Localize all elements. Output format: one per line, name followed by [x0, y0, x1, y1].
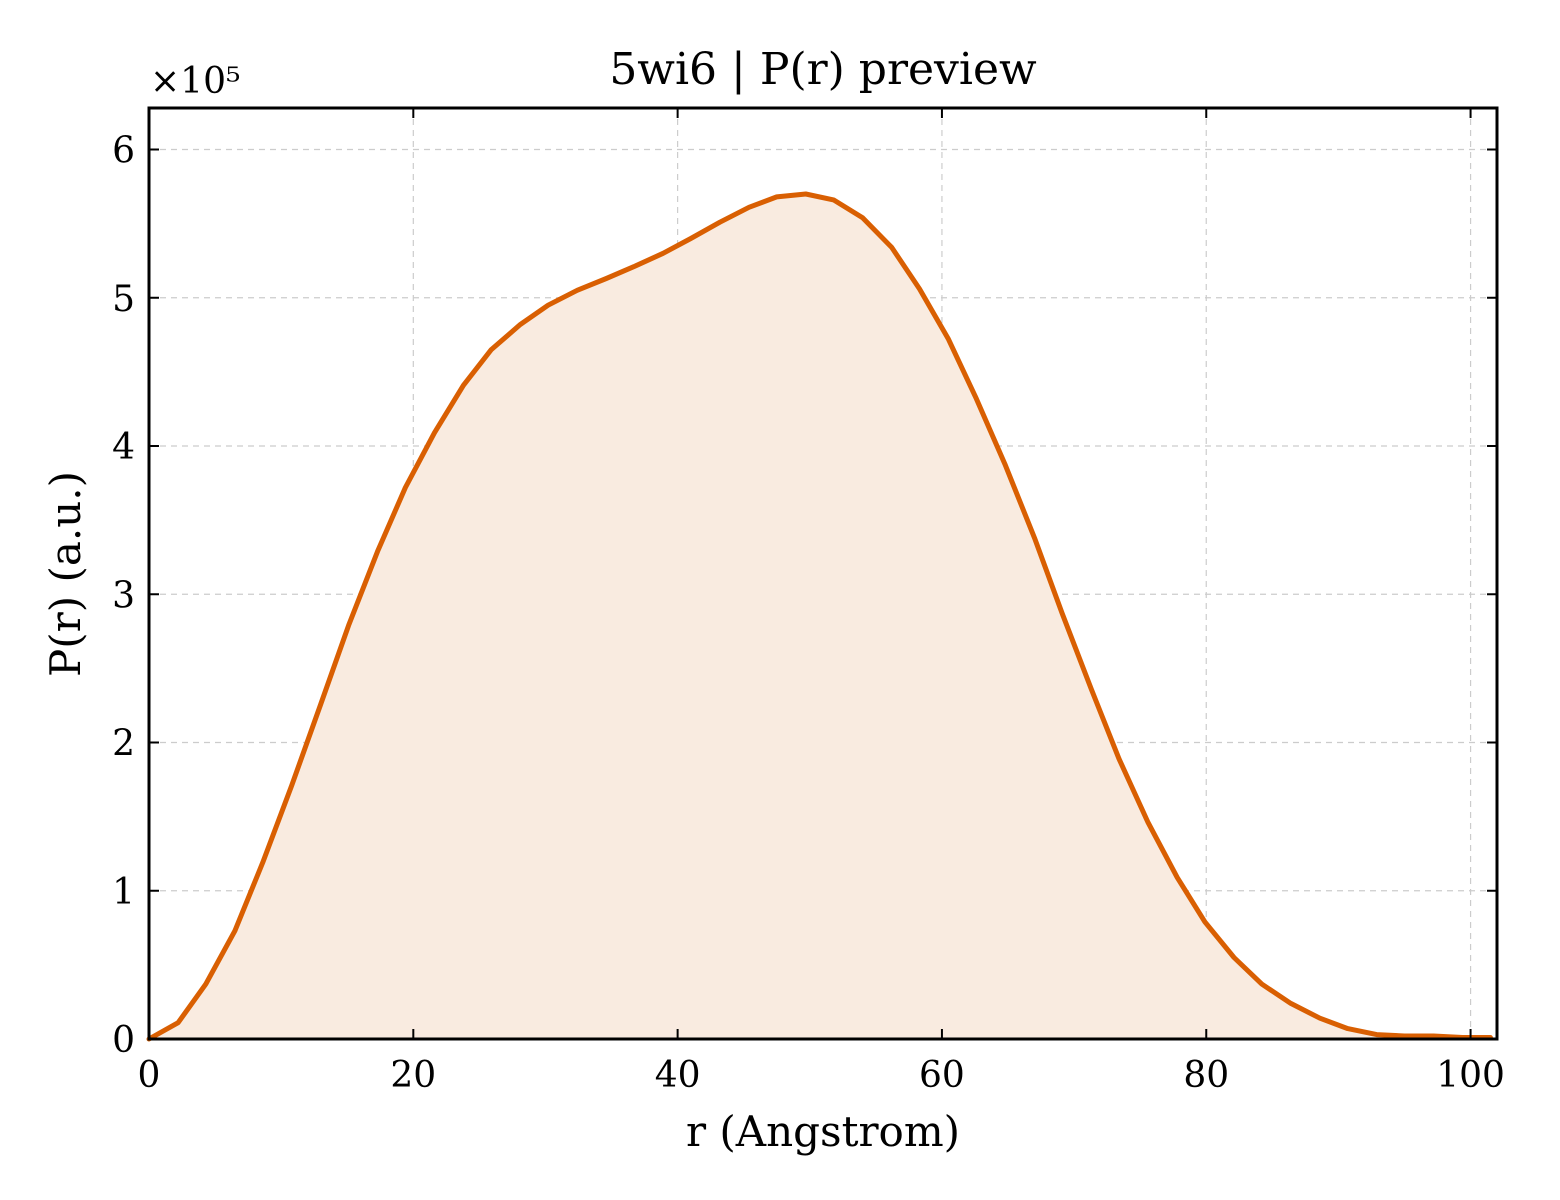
chart-title: 5wi6 | P(r) preview	[609, 44, 1037, 95]
x-tick-label: 40	[655, 1055, 701, 1096]
x-tick-label: 0	[138, 1055, 161, 1096]
x-axis-label: r (Angstrom)	[686, 1107, 960, 1156]
plot-frame	[147, 106, 1499, 1041]
y-tick-label: 6	[112, 131, 135, 172]
y-tick-label: 4	[112, 427, 135, 468]
y-axis-label: P(r) (a.u.)	[41, 471, 90, 677]
y-tick-label: 3	[112, 575, 135, 616]
x-tick-label: 60	[919, 1055, 965, 1096]
y-offset-label: ×10⁵	[150, 61, 240, 102]
series-line	[146, 191, 1493, 1042]
y-tick-label: 1	[112, 872, 135, 913]
y-tick-label: 2	[112, 724, 135, 765]
ticks: 0 20 40 60 80 100 0 1 2 3 4 5 6	[112, 108, 1505, 1096]
y-tick-label: 5	[112, 279, 135, 320]
x-tick-label: 100	[1436, 1055, 1505, 1096]
x-tick-label: 80	[1183, 1055, 1229, 1096]
y-tick-label: 0	[112, 1020, 135, 1061]
x-tick-label: 20	[390, 1055, 436, 1096]
area-fill	[149, 194, 1491, 1039]
